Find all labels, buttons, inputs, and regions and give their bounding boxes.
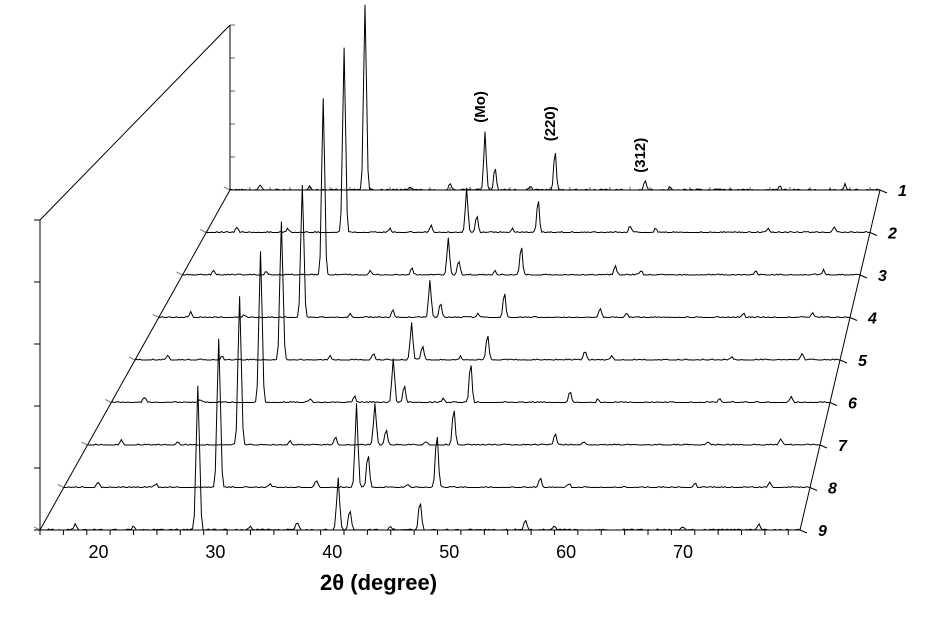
x-axis-label: 2θ (degree) <box>320 570 437 595</box>
x-tick-label: 50 <box>439 542 459 562</box>
x-tick-label: 70 <box>673 542 693 562</box>
xrd-series <box>159 185 850 318</box>
x-tick-label: 40 <box>322 542 342 562</box>
z-tick-label: 1 <box>898 183 907 200</box>
z-tick-label: 2 <box>887 226 897 243</box>
z-axis-ticks: 1 2 3 4 5 6 7 8 9 <box>34 183 907 540</box>
peak-label: (Mo) <box>472 91 489 123</box>
x-tick-label: 20 <box>88 542 108 562</box>
chart-svg: 2030405060702θ (degree)123456789(112)(Mo… <box>0 0 948 616</box>
z-tick-label: 5 <box>858 353 868 370</box>
xrd-waterfall-chart: 2030405060702θ (degree)123456789(112)(Mo… <box>0 0 948 616</box>
y-axis-ticks <box>34 25 235 530</box>
z-tick-label: 7 <box>838 438 848 455</box>
z-tick-label: 8 <box>828 481 837 498</box>
x-tick-label: 60 <box>556 542 576 562</box>
peak-label: (220) <box>542 106 559 141</box>
x-axis-ticks: 20 30 40 50 60 70 <box>40 187 870 562</box>
xrd-series <box>183 98 860 275</box>
series-group <box>40 5 880 530</box>
xrd-series <box>230 5 880 190</box>
peak-labels: (112)(Mo)(220)(312) <box>352 0 649 173</box>
z-tick-label: 3 <box>878 268 887 285</box>
z-tick-label: 4 <box>867 311 877 328</box>
x-tick-label: 30 <box>205 542 225 562</box>
xrd-series <box>40 386 799 530</box>
xrd-series <box>64 339 810 488</box>
xrd-series <box>206 48 869 233</box>
z-tick-label: 9 <box>818 523 827 540</box>
z-tick-label: 6 <box>848 396 857 413</box>
peak-label: (312) <box>632 138 649 173</box>
axis-box <box>40 25 880 530</box>
